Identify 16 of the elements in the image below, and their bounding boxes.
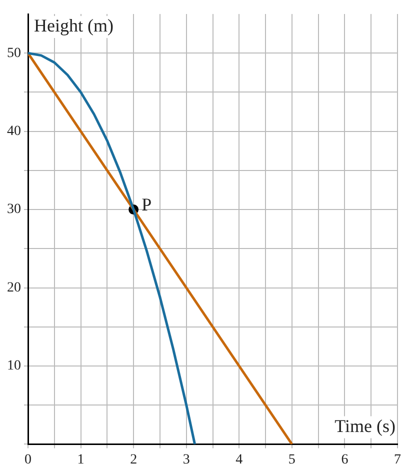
x-tick-label: 5: [288, 452, 296, 468]
x-tick-label: 6: [341, 452, 348, 468]
x-axis-title: Time (s): [334, 416, 396, 436]
x-tick-label: 4: [236, 452, 243, 468]
y-tick-label: 40: [7, 124, 21, 139]
x-tick-label: 1: [77, 452, 84, 468]
x-tick-label: 3: [182, 452, 190, 468]
y-tick-label: 20: [7, 280, 21, 296]
y-tick-label: 50: [7, 46, 21, 61]
x-tick-label: 0: [24, 452, 32, 468]
y-axis-title: Height (m): [34, 16, 114, 36]
y-tick-label: 10: [7, 358, 21, 374]
annotation: P: [142, 194, 152, 214]
x-tick-label: 2: [130, 452, 138, 468]
y-tick-label: 30: [7, 202, 21, 218]
x-tick-label: 7: [394, 452, 401, 468]
